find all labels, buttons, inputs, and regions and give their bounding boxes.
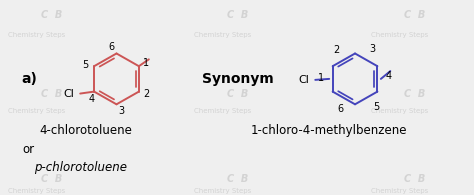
Text: p-chlorotoluene: p-chlorotoluene (35, 161, 128, 174)
Text: a): a) (22, 72, 37, 86)
Text: Chemistry Steps: Chemistry Steps (9, 188, 65, 194)
Text: Chemistry Steps: Chemistry Steps (194, 108, 252, 114)
Text: C  B: C B (404, 89, 425, 98)
Text: C  B: C B (41, 174, 63, 184)
Text: or: or (22, 143, 34, 156)
Text: Cl: Cl (64, 89, 74, 98)
Text: Synonym: Synonym (202, 72, 273, 86)
Text: 6: 6 (337, 104, 343, 114)
Text: Chemistry Steps: Chemistry Steps (371, 32, 428, 38)
Text: 3: 3 (369, 44, 375, 54)
Text: C  B: C B (227, 89, 248, 98)
Text: 2: 2 (333, 44, 339, 55)
Text: 3: 3 (118, 106, 125, 116)
Text: 1: 1 (143, 58, 149, 68)
Text: 1: 1 (318, 73, 324, 83)
Text: 5: 5 (82, 60, 88, 70)
Text: 6: 6 (109, 42, 115, 52)
Text: Chemistry Steps: Chemistry Steps (194, 32, 252, 38)
Text: 1-chloro-4-methylbenzene: 1-chloro-4-methylbenzene (251, 124, 407, 137)
Text: C  B: C B (41, 89, 63, 98)
Text: Cl: Cl (299, 75, 309, 85)
Text: C  B: C B (227, 10, 248, 20)
Text: Chemistry Steps: Chemistry Steps (9, 108, 65, 114)
Text: Chemistry Steps: Chemistry Steps (9, 32, 65, 38)
Text: 4: 4 (386, 71, 392, 82)
Text: C  B: C B (227, 174, 248, 184)
Text: 4-chlorotoluene: 4-chlorotoluene (39, 124, 132, 137)
Text: C  B: C B (41, 10, 63, 20)
Text: Chemistry Steps: Chemistry Steps (371, 108, 428, 114)
Text: 4: 4 (89, 94, 95, 104)
Text: 5: 5 (373, 102, 379, 112)
Text: 2: 2 (144, 89, 150, 98)
Text: Chemistry Steps: Chemistry Steps (371, 188, 428, 194)
Text: Chemistry Steps: Chemistry Steps (194, 188, 252, 194)
Text: C  B: C B (404, 10, 425, 20)
Text: C  B: C B (404, 174, 425, 184)
